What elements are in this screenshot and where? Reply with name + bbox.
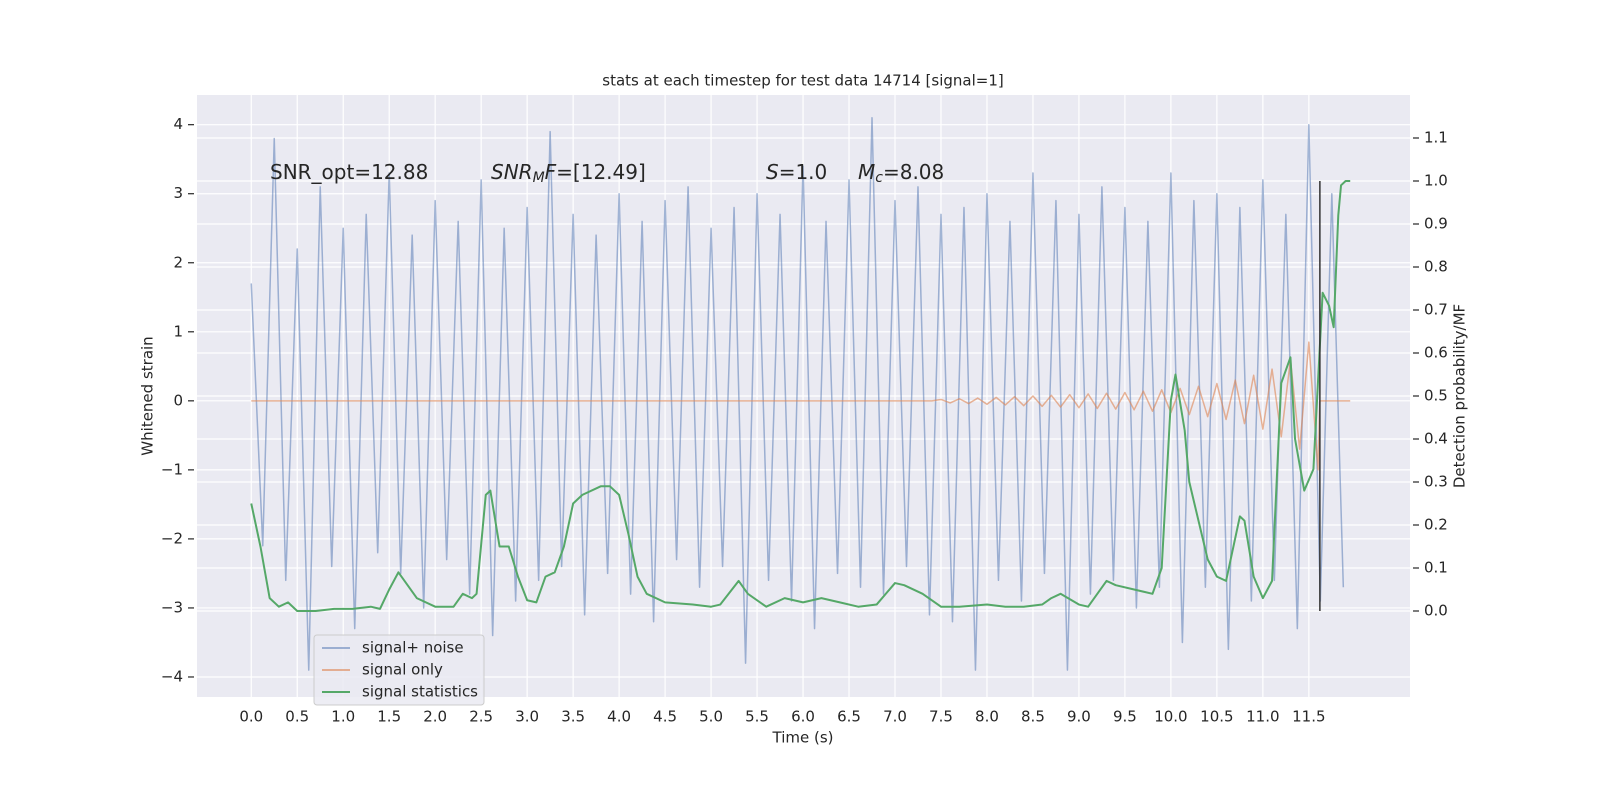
x-tick-label: 2.0 xyxy=(423,708,447,726)
legend-box xyxy=(313,634,485,706)
x-tick-label: 7.5 xyxy=(929,708,953,726)
x-tick-label: 5.0 xyxy=(699,708,723,726)
y-tick-label: 4 xyxy=(173,115,183,133)
annotation: SNRMF=[12.49] xyxy=(491,160,646,187)
legend-label: signal only xyxy=(362,661,443,679)
x-tick-label: 9.0 xyxy=(1067,708,1091,726)
x-tick-label: 11.5 xyxy=(1292,708,1325,726)
x-tick-label: 10.5 xyxy=(1200,708,1233,726)
x-tick-label: 9.5 xyxy=(1113,708,1137,726)
x-axis-label: Time (s) xyxy=(772,729,834,747)
series-line xyxy=(251,341,1351,471)
y-tick-label: 1 xyxy=(173,322,183,340)
y2-tick-label: 0.8 xyxy=(1424,258,1448,276)
y2-tick-label: 1.1 xyxy=(1424,129,1448,147)
y2-tick-label: 0.6 xyxy=(1424,344,1448,362)
y2-tick-label: 0.2 xyxy=(1424,516,1448,534)
x-tick-label: 11.0 xyxy=(1246,708,1279,726)
annotation-part: =1.0 xyxy=(779,160,828,184)
x-tick-label: 1.0 xyxy=(331,708,355,726)
y2-tick-label: 0.9 xyxy=(1424,215,1448,233)
y-tick-label: −2 xyxy=(161,529,183,547)
y-axis-label: Whitened strain xyxy=(139,336,157,455)
y-tick-label: 0 xyxy=(173,391,183,409)
chart-title: stats at each timestep for test data 147… xyxy=(602,72,1003,90)
x-tick-label: 4.5 xyxy=(653,708,677,726)
series-line xyxy=(250,117,1345,671)
marks xyxy=(250,117,1351,671)
y2-tick-label: 0.3 xyxy=(1424,473,1448,491)
annotation: Mc=8.08 xyxy=(858,160,944,187)
annotation-part: =[12.49] xyxy=(556,160,646,184)
x-tick-label: 6.0 xyxy=(791,708,815,726)
y-tick-label: 2 xyxy=(173,253,183,271)
annotation-part: SNR xyxy=(491,160,533,184)
annotation-part: M xyxy=(533,170,545,186)
annotation-part: SNR_opt=12.88 xyxy=(270,160,428,184)
x-tick-label: 8.5 xyxy=(1021,708,1045,726)
y2-axis-label: Detection probability/MF xyxy=(1451,304,1469,488)
annotation-part: c xyxy=(875,170,883,186)
y-tick-label: −3 xyxy=(161,598,183,616)
y2-tick-label: 0.1 xyxy=(1424,559,1448,577)
annotation: S=1.0 xyxy=(766,160,827,184)
x-tick-label: 5.5 xyxy=(745,708,769,726)
y2-tick-label: 0.4 xyxy=(1424,430,1448,448)
x-tick-label: 7.0 xyxy=(883,708,907,726)
x-tick-label: 0.5 xyxy=(285,708,309,726)
annotation-part: =8.08 xyxy=(883,160,944,184)
y2-tick-label: 0.5 xyxy=(1424,387,1448,405)
y2-tick-label: 0.0 xyxy=(1424,602,1448,620)
annotation-part: S xyxy=(766,160,779,184)
y-tick-label: −1 xyxy=(161,460,183,478)
legend-label: signal+ noise xyxy=(362,639,464,657)
annotation: SNR_opt=12.88 xyxy=(270,160,428,184)
x-tick-label: 1.5 xyxy=(377,708,401,726)
y2-tick-label: 0.7 xyxy=(1424,301,1448,319)
legend-label: signal statistics xyxy=(362,683,478,701)
x-tick-label: 2.5 xyxy=(469,708,493,726)
annotation-part: F xyxy=(545,160,557,184)
annotation-part: M xyxy=(858,160,875,184)
y-tick-label: 3 xyxy=(173,184,183,202)
x-tick-label: 8.0 xyxy=(975,708,999,726)
y2-tick-label: 1.0 xyxy=(1424,172,1448,190)
x-tick-label: 3.5 xyxy=(561,708,585,726)
y-tick-label: −4 xyxy=(161,667,183,685)
x-tick-label: 6.5 xyxy=(837,708,861,726)
x-tick-label: 10.0 xyxy=(1154,708,1187,726)
x-tick-label: 0.0 xyxy=(239,708,263,726)
x-tick-label: 4.0 xyxy=(607,708,631,726)
series-line xyxy=(250,180,1351,612)
x-tick-label: 3.0 xyxy=(515,708,539,726)
